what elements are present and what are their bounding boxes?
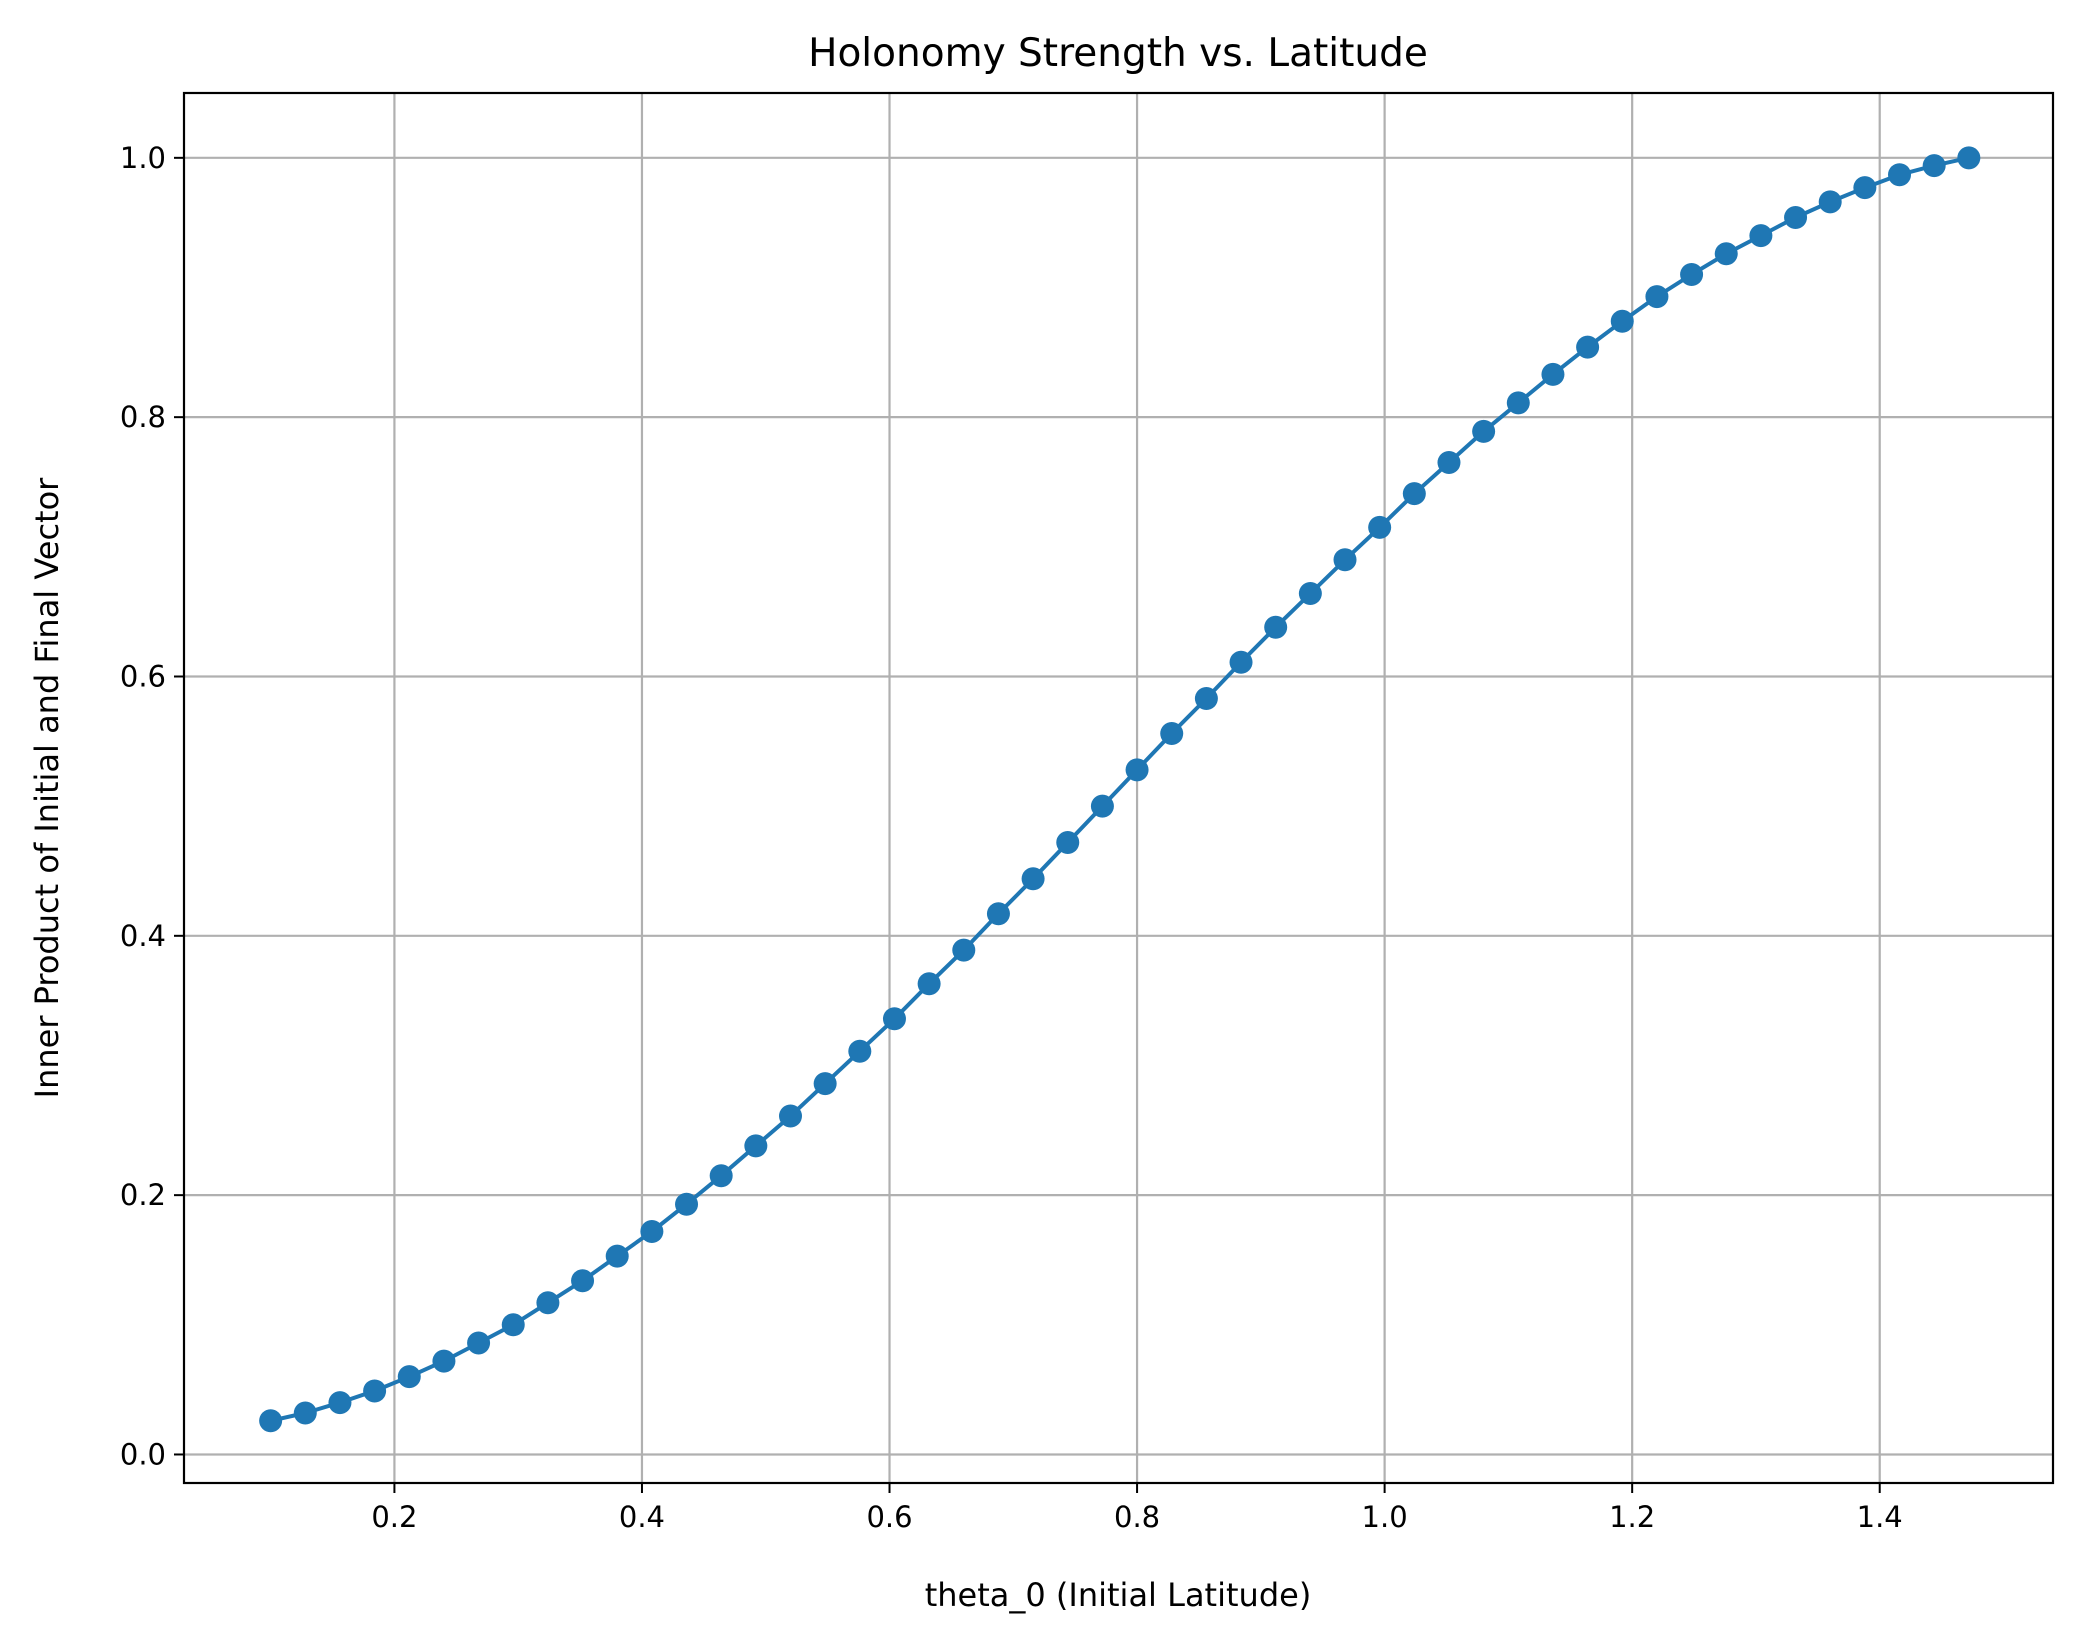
y-tick-label: 0.8 [120,400,166,434]
y-tick-label: 0.2 [120,1178,166,1212]
data-point [363,1379,387,1403]
data-point [605,1244,629,1268]
data-point [675,1192,699,1216]
data-point [882,1007,906,1031]
x-axis-ticks: 0.2 0.4 0.6 0.8 1.0 1.2 1.4 [371,1483,1903,1534]
data-point [1576,335,1600,359]
data-point [640,1219,664,1243]
data-point [1402,482,1426,506]
y-axis-ticks: 0.0 0.2 0.4 0.6 0.8 1.0 [120,141,184,1471]
x-tick-label: 1.0 [1362,1500,1408,1534]
data-point [1264,615,1288,639]
x-tick-label: 0.4 [619,1500,665,1534]
data-point [1818,190,1842,214]
data-point [1853,176,1877,200]
data-point [293,1401,317,1425]
data-point [1090,794,1114,818]
data-point [1645,285,1669,309]
data-point [1749,224,1773,248]
data-series [259,146,1981,1433]
data-point [1922,154,1946,178]
x-axis-label: theta_0 (Initial Latitude) [925,1576,1312,1614]
plot-frame [182,91,2055,1485]
data-point [744,1134,768,1158]
data-point [1957,146,1981,170]
data-point [952,938,976,962]
data-point [1472,419,1496,443]
data-point [1125,758,1149,782]
data-point [813,1072,837,1096]
data-point [571,1269,595,1293]
data-point [1714,242,1738,266]
data-point [1784,205,1808,229]
x-tick-label: 1.4 [1857,1500,1903,1534]
data-point [1610,309,1634,333]
x-tick-label: 1.2 [1609,1500,1655,1534]
data-point [536,1291,560,1315]
data-point [1056,830,1080,854]
data-point [432,1349,456,1373]
data-point [467,1331,491,1355]
data-point [986,902,1010,926]
y-tick-label: 0.4 [120,919,166,953]
data-point [917,972,941,996]
chart-title: Holonomy Strength vs. Latitude [808,31,1428,76]
data-point [328,1391,352,1415]
data-point [1541,362,1565,386]
y-tick-label: 0.0 [120,1437,166,1471]
data-point [1229,650,1253,674]
data-point [1368,515,1392,539]
x-tick-label: 0.8 [1114,1500,1160,1534]
data-point [1021,867,1045,891]
data-point [709,1164,733,1188]
data-point [778,1104,802,1128]
data-point [848,1039,872,1063]
data-point [501,1313,525,1337]
y-tick-label: 0.6 [120,659,166,693]
data-point [397,1365,421,1389]
x-tick-label: 0.6 [866,1500,912,1534]
data-point [1160,722,1184,746]
y-tick-label: 1.0 [120,141,166,175]
y-axis-label: Inner Product of Initial and Final Vecto… [28,477,66,1099]
data-point [1298,582,1322,606]
data-point [1437,451,1461,475]
grid [184,93,2053,1483]
x-tick-label: 0.2 [371,1500,417,1534]
data-point [1680,263,1704,287]
data-point [259,1409,283,1433]
data-point [1888,163,1912,187]
data-point [1506,391,1530,415]
data-point [1333,548,1357,572]
data-point [1194,687,1218,711]
